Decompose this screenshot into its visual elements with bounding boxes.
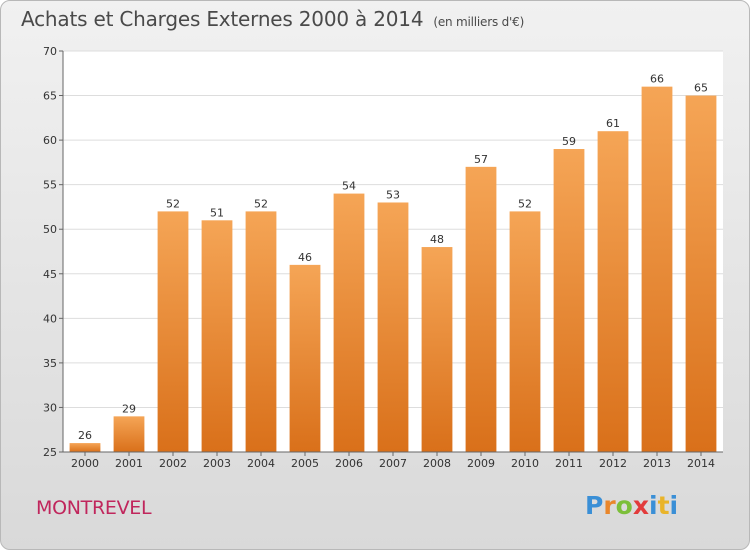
bar [113,416,145,452]
y-tick-label: 40 [43,312,57,325]
y-axis-ticks: 25 30 35 40 45 50 55 60 65 70 [43,45,63,459]
bar-value-label: 52 [166,197,180,210]
title-unit: (en milliers d'€) [433,15,525,29]
x-tick-label: 2009 [467,457,495,470]
bar-value-label: 46 [298,251,312,264]
y-tick-label: 50 [43,223,57,236]
proxiti-logo: Proxiti [585,491,678,520]
x-tick-label: 2012 [599,457,627,470]
y-tick-label: 45 [43,268,57,281]
bars: 26 29 52 51 52 46 54 53 48 57 52 59 61 66 65 [69,73,717,453]
bar-value-label: 57 [474,153,488,166]
y-tick-label: 35 [43,357,57,370]
x-tick-label: 2013 [643,457,671,470]
bar-value-label: 66 [650,73,664,86]
bar [289,264,321,452]
x-tick-label: 2010 [511,457,539,470]
bar-value-label: 54 [342,180,356,193]
bar [509,211,541,452]
logo-letter: x [632,491,649,520]
bar [641,86,673,453]
bar-value-label: 52 [518,197,532,210]
bar [69,443,101,452]
chart-title: Achats et Charges Externes 2000 à 2014 (e… [21,7,524,31]
x-tick-label: 2008 [423,457,451,470]
y-tick-label: 30 [43,401,57,414]
y-tick-label: 70 [43,45,57,58]
y-tick-label: 65 [43,90,57,103]
bar-value-label: 61 [606,117,620,130]
bar [553,149,585,452]
logo-letter: i [649,491,658,520]
bar [333,193,365,453]
bar [377,202,409,452]
bar-value-label: 26 [78,429,92,442]
title-text: Achats et Charges Externes 2000 à 2014 [21,7,424,31]
x-tick-label: 2003 [203,457,231,470]
x-tick-label: 2005 [291,457,319,470]
bar-value-label: 51 [210,206,224,219]
x-tick-label: 2004 [247,457,275,470]
logo-letter: i [669,491,679,520]
x-tick-label: 2014 [687,457,715,470]
y-tick-label: 55 [43,179,57,192]
bar-value-label: 65 [694,82,708,95]
commune-name: MONTREVEL [36,497,152,519]
y-tick-label: 25 [43,446,57,459]
bar-value-label: 48 [430,233,444,246]
x-tick-label: 2002 [159,457,187,470]
x-tick-label: 2000 [71,457,99,470]
bar-value-label: 29 [122,402,136,415]
logo-letter: P [585,491,604,520]
bar [421,247,453,452]
bar-value-label: 52 [254,197,268,210]
x-axis-ticks: 2000 2001 2002 2003 2004 2005 2006 2007 2008 2009… [71,452,715,470]
bar [685,95,717,453]
bar [465,166,497,452]
bar-value-label: 59 [562,135,576,148]
y-tick-label: 60 [43,134,57,147]
bar [201,220,233,452]
x-tick-label: 2011 [555,457,583,470]
logo-letter: r [603,491,616,520]
bar [157,211,189,452]
bar [597,131,629,452]
bar-value-label: 53 [386,188,400,201]
bar [245,211,277,452]
x-tick-label: 2006 [335,457,363,470]
x-tick-label: 2007 [379,457,407,470]
logo-letter: o [615,491,633,520]
logo-letter: t [657,491,670,520]
x-tick-label: 2001 [115,457,143,470]
